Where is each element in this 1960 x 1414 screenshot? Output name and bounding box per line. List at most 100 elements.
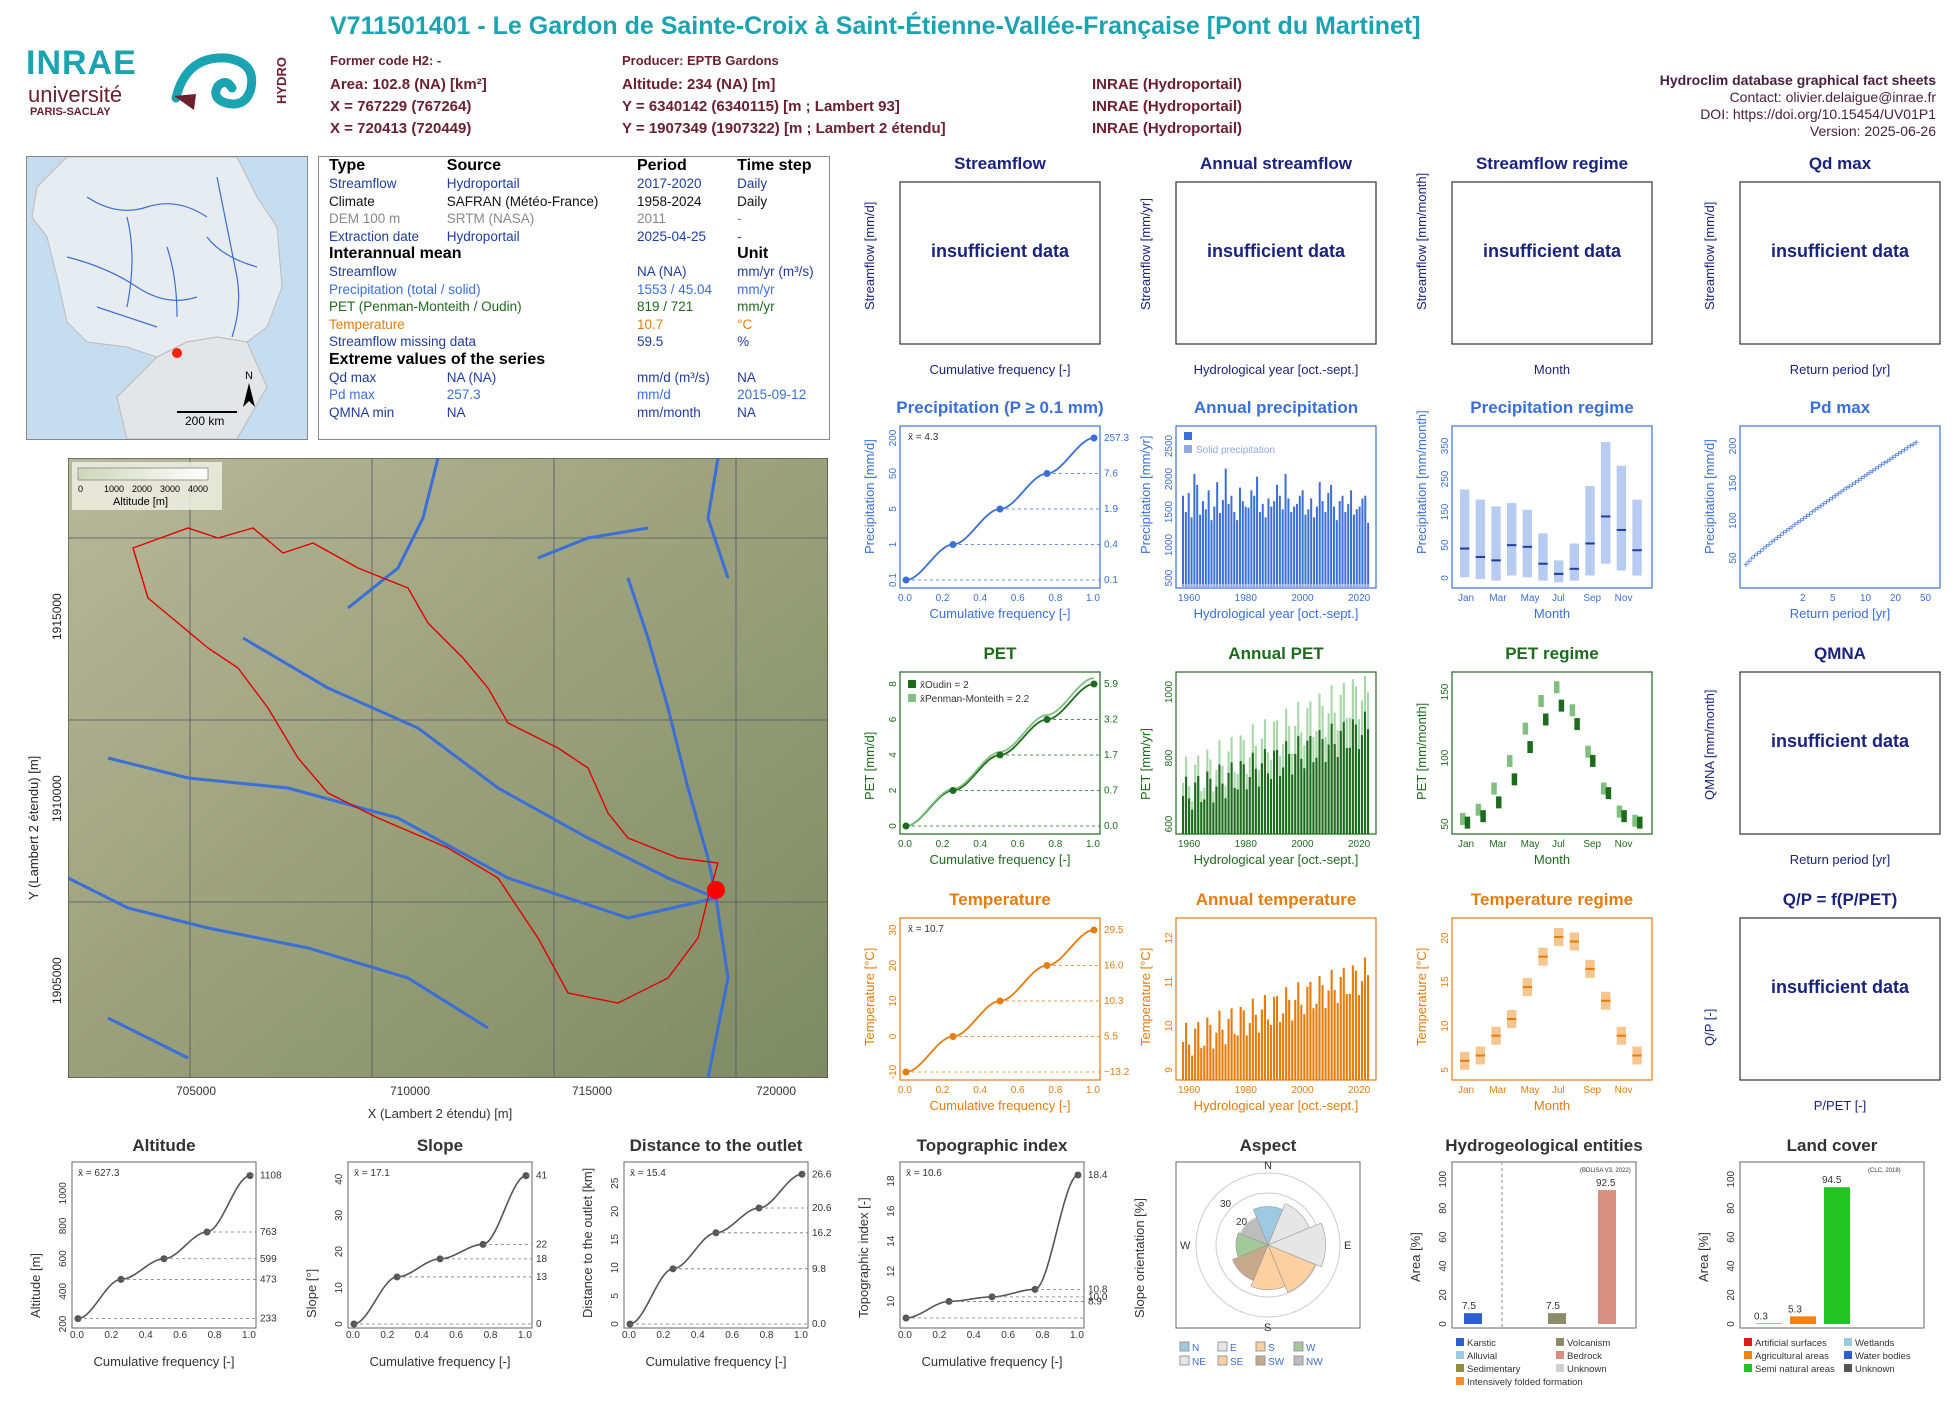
range-bar-2 — [1617, 806, 1622, 818]
y-tick-label: 4 — [888, 752, 899, 758]
bar — [1203, 800, 1205, 834]
x-tick-label: 0.4 — [967, 1330, 981, 1341]
bar — [1224, 1044, 1226, 1080]
bar — [1337, 1003, 1339, 1080]
bar — [1349, 994, 1351, 1080]
range-bar — [1538, 533, 1547, 580]
bar — [1200, 1048, 1202, 1080]
x-tick-label: 0.4 — [415, 1330, 429, 1341]
legend-swatch — [1218, 1342, 1227, 1351]
legend-swatch — [1294, 1356, 1303, 1365]
range-bar — [1491, 506, 1500, 580]
bar — [1262, 504, 1264, 588]
chart-title-temp_fdc: Temperature — [880, 890, 1120, 910]
chart-ylabel-precip_regime: Precipitation [mm/month] — [1414, 410, 1429, 554]
x-tick-label: 0.0 — [898, 1085, 912, 1096]
y-tick-label: 1 — [888, 541, 899, 547]
x-tick-label: 1.0 — [1086, 1085, 1100, 1096]
bar — [1321, 985, 1323, 1080]
bar — [1197, 776, 1199, 834]
legend-label: Intensively folded formation — [1467, 1377, 1583, 1388]
x-tick-label: 1980 — [1235, 839, 1258, 850]
mean-label: x̄ = 17.1 — [354, 1168, 390, 1179]
bar — [1227, 773, 1229, 834]
right-tick-label: 16.0 — [1104, 961, 1124, 972]
map-ytick: 1915000 — [50, 593, 64, 640]
bar — [1294, 754, 1296, 834]
bar — [1364, 496, 1366, 588]
bar — [1312, 762, 1314, 834]
bar — [1548, 1313, 1566, 1324]
x-tick-label: 0.4 — [139, 1330, 153, 1341]
bar — [1285, 474, 1287, 588]
chart-annual_streamflow — [1170, 176, 1430, 378]
x-tick-label: 2000 — [1291, 839, 1314, 850]
insufficient-data-label: insufficient data — [1740, 731, 1940, 752]
chart-title-distance: Distance to the outlet — [604, 1136, 828, 1156]
range-bar — [1460, 489, 1469, 577]
direction-label: N — [1264, 1160, 1272, 1172]
bar — [1598, 1190, 1616, 1324]
bar — [1237, 789, 1239, 834]
bar — [1334, 990, 1336, 1080]
bar — [1315, 758, 1317, 834]
right-tick-label: 473 — [260, 1274, 277, 1285]
bar-value-label: 7.5 — [1462, 1301, 1476, 1312]
bar — [1350, 490, 1352, 588]
right-tick-label: 5.5 — [1104, 1032, 1118, 1043]
alt-legend-tick: 3000 — [160, 484, 180, 494]
y-tick-label: 12 — [1164, 932, 1175, 944]
bar — [1361, 981, 1363, 1080]
right-tick-label: −13.2 — [1104, 1067, 1130, 1078]
bar-solid — [1205, 584, 1207, 588]
bar — [1196, 485, 1198, 588]
ring-label: 20 — [1236, 1217, 1248, 1228]
x-tick-label: 1.0 — [1086, 839, 1100, 850]
bar — [1231, 1008, 1233, 1080]
legend-label: Unknown — [1855, 1364, 1895, 1375]
legend-swatch — [1184, 445, 1192, 453]
legend-label: x̄Penman-Monteith = 2.2 — [920, 694, 1030, 705]
bar-solid — [1333, 584, 1335, 588]
bar-solid — [1353, 584, 1355, 588]
x-tick-label: 1.0 — [242, 1330, 256, 1341]
insufficient-data-label: insufficient data — [1452, 241, 1652, 262]
range-bar — [1476, 500, 1485, 579]
bar-solid — [1188, 584, 1190, 588]
right-tick-label: 233 — [260, 1314, 277, 1325]
paris-saclay-logo: PARIS-SACLAY — [30, 106, 111, 118]
plot-frame — [1740, 918, 1940, 1080]
bar — [1219, 513, 1221, 588]
outlet-marker-icon — [707, 881, 725, 899]
x-tick-label: 0.2 — [104, 1330, 118, 1341]
legend-label: Artificial surfaces — [1755, 1338, 1827, 1349]
y-tick-label: 10 — [1164, 1020, 1175, 1032]
chart-pd_max: ++++++++++++++++++++++++++++++++++++++++… — [1734, 420, 1960, 622]
bar-solid — [1296, 584, 1298, 588]
y-tick-label: 30 — [334, 1209, 345, 1221]
map-ytick: 1905000 — [50, 957, 64, 1004]
legend-label: Unknown — [1567, 1364, 1607, 1375]
version: Version: 2025-06-26 — [1660, 123, 1936, 140]
range-bar — [1601, 442, 1610, 564]
catchment-map: 0 1000 2000 3000 4000 Altitude [m] — [68, 458, 828, 1078]
right-tick-label: 5.9 — [1104, 679, 1118, 690]
bar — [1261, 1009, 1263, 1080]
x-tick-label: 1960 — [1178, 593, 1201, 604]
chart-ylabel-temp_regime: Temperature [°C] — [1414, 948, 1429, 1046]
x-tick-label: 5 — [1830, 593, 1836, 604]
insufficient-data-label: insufficient data — [1176, 241, 1376, 262]
legend-swatch — [1456, 1377, 1464, 1385]
legend-swatch — [1180, 1342, 1189, 1351]
range-bar — [1574, 718, 1579, 730]
y-tick-label: 60 — [1438, 1231, 1449, 1243]
x-tick-label: 0.8 — [484, 1330, 498, 1341]
bar — [1347, 504, 1349, 588]
plot-frame — [900, 182, 1100, 344]
y-tick-label: 9 — [1164, 1067, 1175, 1073]
legend-swatch — [908, 680, 916, 688]
